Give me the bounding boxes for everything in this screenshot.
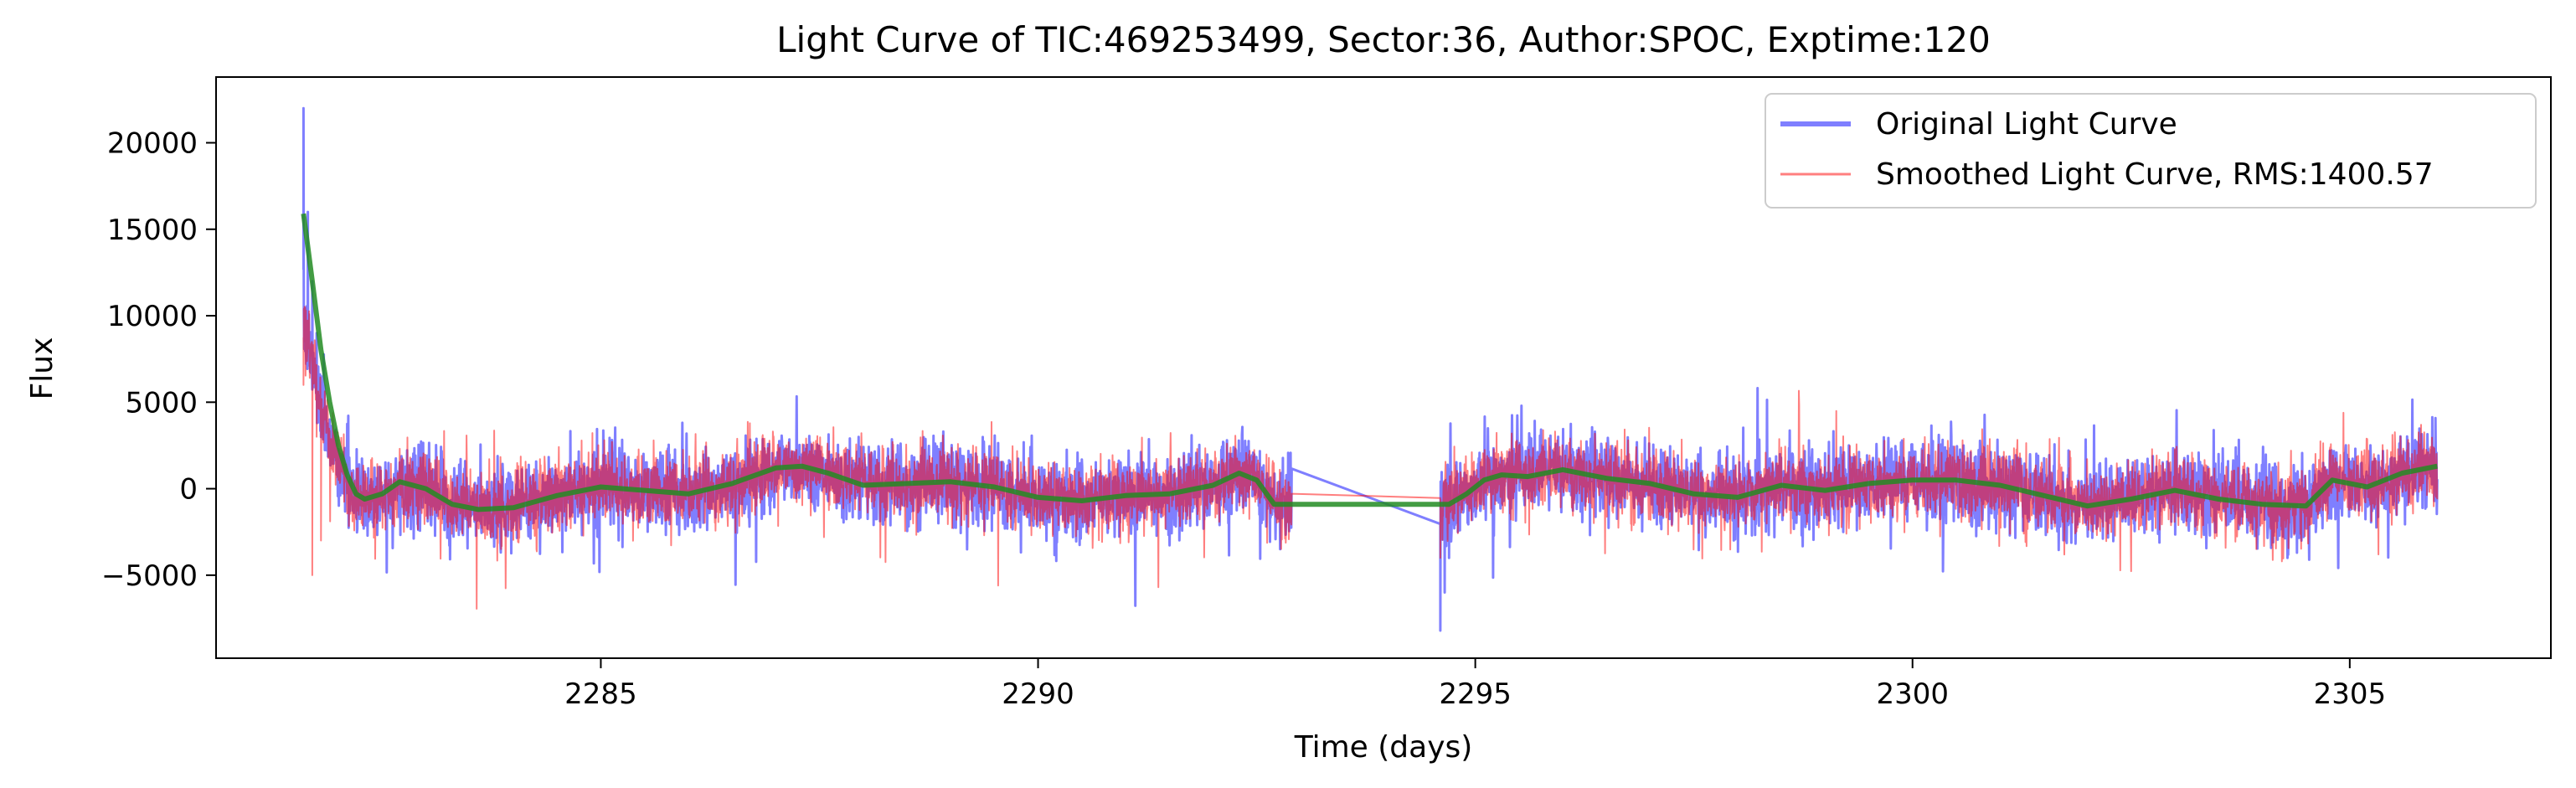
x-tick-label: 2290 [1002,677,1074,711]
x-axis-label: Time (days) [1294,730,1473,765]
x-tick-label: 2285 [564,677,637,711]
x-tick-label: 2300 [1876,677,1949,711]
y-tick-label: 15000 [107,214,198,247]
x-tick-label: 2305 [2314,677,2387,711]
series-layer [301,106,2439,632]
y-tick-label: 5000 [125,386,198,420]
legend-label-original: Original Light Curve [1876,107,2177,142]
y-tick-label: 10000 [107,300,198,333]
x-tick-label: 2295 [1439,677,1512,711]
y-tick-label: 0 [179,473,198,507]
legend-label-smoothed: Smoothed Light Curve, RMS:1400.57 [1876,157,2434,192]
x-axis: 2285 2290 2295 2300 2305 [564,658,2386,711]
legend-box [1765,93,2537,209]
plot-frame [215,76,2552,659]
y-axis: −5000 0 5000 10000 15000 20000 [101,126,216,593]
legend: Original Light Curve Smoothed Light Curv… [1765,93,2537,209]
y-tick-label: −5000 [101,559,198,593]
chart-title: Light Curve of TIC:469253499, Sector:36,… [776,19,1991,60]
y-tick-label: 20000 [107,126,198,160]
series-trend [301,213,2438,512]
y-axis-label: Flux [25,337,59,400]
series-smoothed-light-curve [302,306,2439,610]
